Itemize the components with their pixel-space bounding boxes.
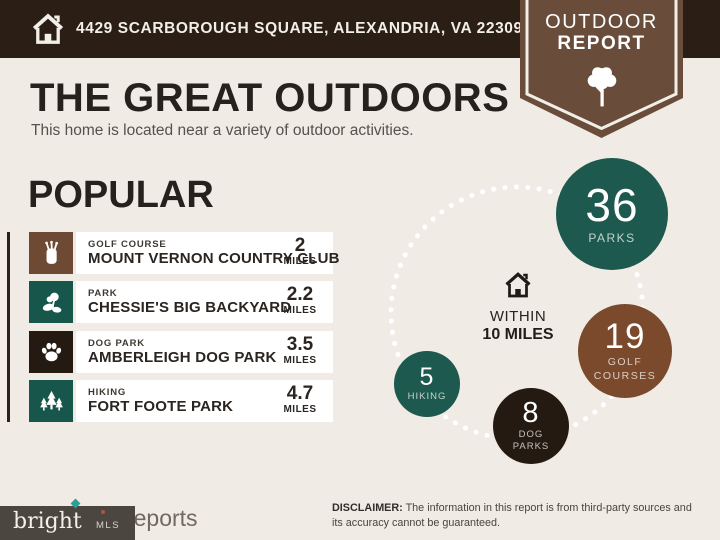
bubble-label: HIKING — [407, 390, 447, 402]
list-card: PARK CHESSIE'S BIG BACKYARD 2.2 MILES — [76, 281, 333, 323]
bubble-golf-courses: 19 GOLF COURSES — [578, 304, 672, 398]
brightmls-logo: bright MLS — [0, 506, 135, 540]
outdoor-report-badge: OUTDOOR REPORT — [520, 0, 683, 140]
distance-unit: MILES — [283, 355, 317, 366]
golf-bag-icon — [29, 232, 73, 274]
bubble-hiking: 5 HIKING — [394, 351, 460, 417]
bubble-label: PARKS — [588, 230, 636, 245]
distance-value: 4.7 — [286, 383, 314, 404]
list-card: GOLF COURSE MOUNT VERNON COUNTRY CLUB 2 … — [76, 232, 339, 274]
bubble-value: 5 — [419, 362, 435, 391]
bubble-parks: 36 PARKS — [556, 158, 668, 270]
bubble-dog-parks: 8 DOG PARKS — [493, 388, 569, 464]
bubble-value: 36 — [585, 178, 639, 231]
badge-line1: OUTDOOR — [545, 11, 658, 33]
pine-trees-icon — [29, 380, 73, 422]
item-distance: 4.7 MILES — [273, 383, 327, 416]
radius-center: WITHIN 10 MILES — [458, 270, 578, 344]
bubble-value: 8 — [522, 396, 540, 429]
disclaimer-label: DISCLAIMER: — [332, 502, 403, 514]
popular-heading: POPULAR — [28, 174, 214, 216]
disclaimer-text: DISCLAIMER: The information in this repo… — [332, 501, 694, 530]
list-item-dog-park: DOG PARK AMBERLEIGH DOG PARK 3.5 MILES — [29, 331, 333, 373]
page-subtitle: This home is located near a variety of o… — [31, 122, 414, 139]
item-distance: 3.5 MILES — [273, 334, 327, 367]
tree-icon — [587, 67, 617, 107]
list-item-hiking: HIKING FORT FOOTE PARK 4.7 MILES — [29, 380, 333, 422]
list-item-golf-course: GOLF COURSE MOUNT VERNON COUNTRY CLUB 2 … — [29, 232, 339, 274]
item-category: GOLF COURSE — [88, 239, 167, 250]
distance-unit: MILES — [283, 256, 317, 267]
list-card: DOG PARK AMBERLEIGH DOG PARK 3.5 MILES — [76, 331, 333, 373]
distance-value: 2 — [294, 235, 306, 256]
paw-icon — [29, 331, 73, 373]
distance-value: 2.2 — [286, 284, 314, 305]
disclaimer-body: The information in this report is from t… — [332, 502, 692, 529]
item-distance: 2.2 MILES — [273, 284, 327, 317]
bubble-label: GOLF COURSES — [593, 355, 657, 382]
item-name: FORT FOOTE PARK — [88, 398, 234, 415]
house-icon — [505, 272, 531, 298]
within-label: WITHIN — [489, 308, 547, 325]
distance-unit: MILES — [283, 305, 317, 316]
bubble-label: DOG PARKS — [512, 428, 550, 452]
distance-value: 3.5 — [286, 334, 314, 355]
list-item-park: PARK CHESSIE'S BIG BACKYARD 2.2 MILES — [29, 281, 333, 323]
logo-suffix-text: MLS — [96, 520, 121, 531]
list-accent-line — [7, 232, 10, 422]
item-name: MOUNT VERNON COUNTRY CLUB — [88, 250, 340, 267]
badge-line2: REPORT — [557, 33, 646, 54]
house-icon — [32, 13, 64, 44]
logo-dot-icon — [101, 510, 105, 514]
item-distance: 2 MILES — [273, 235, 327, 268]
park-tree-icon — [29, 281, 73, 323]
page-title: THE GREAT OUTDOORS — [30, 76, 510, 120]
logo-brand-text: bright — [13, 509, 82, 534]
item-category: PARK — [88, 288, 118, 299]
item-name: AMBERLEIGH DOG PARK — [88, 349, 277, 366]
property-address: 4429 SCARBOROUGH SQUARE, ALEXANDRIA, VA … — [76, 20, 523, 37]
list-card: HIKING FORT FOOTE PARK 4.7 MILES — [76, 380, 333, 422]
item-category: DOG PARK — [88, 338, 145, 349]
radius-label: 10 MILES — [482, 326, 554, 343]
bubble-value: 19 — [604, 316, 646, 356]
distance-unit: MILES — [283, 404, 317, 415]
item-category: HIKING — [88, 387, 127, 398]
item-name: CHESSIE'S BIG BACKYARD — [88, 299, 292, 316]
